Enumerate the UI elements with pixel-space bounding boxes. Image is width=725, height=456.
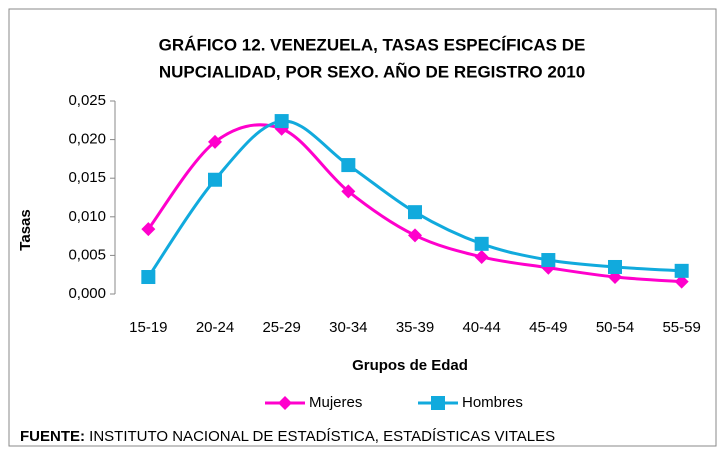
legend-marker bbox=[431, 396, 445, 410]
x-tick-label: 20-24 bbox=[196, 319, 234, 336]
data-point bbox=[208, 172, 222, 187]
x-tick-label: 15-19 bbox=[129, 319, 167, 336]
y-tick-label: 0,020 bbox=[68, 131, 106, 148]
data-point bbox=[341, 158, 356, 173]
data-point bbox=[208, 134, 222, 149]
y-tick-label: 0,015 bbox=[68, 169, 106, 186]
y-axis-title: Tasas bbox=[17, 209, 34, 250]
x-tick-label: 40-44 bbox=[462, 319, 500, 336]
y-tick-label: 0,010 bbox=[68, 208, 106, 225]
legend-label: Hombres bbox=[462, 394, 523, 411]
x-tick-label: 50-54 bbox=[596, 319, 634, 336]
data-point bbox=[274, 121, 289, 136]
data-point bbox=[541, 253, 556, 268]
chart-title: NUPCIALIDAD, POR SEXO. AÑO DE REGISTRO 2… bbox=[159, 61, 585, 81]
data-point bbox=[408, 205, 422, 220]
x-tick-label: 45-49 bbox=[529, 319, 567, 336]
y-tick-label: 0,005 bbox=[68, 246, 106, 263]
data-point bbox=[674, 263, 689, 278]
chart-title: GRÁFICO 12. VENEZUELA, TASAS ESPECÍFICAS… bbox=[159, 35, 586, 54]
data-point bbox=[674, 274, 689, 289]
x-tick-label: 35-39 bbox=[396, 319, 434, 336]
data-point bbox=[141, 222, 156, 237]
chart-frame bbox=[8, 8, 717, 447]
data-point bbox=[341, 184, 356, 199]
legend-marker bbox=[278, 396, 292, 410]
series-line bbox=[147, 119, 682, 278]
y-tick-label: 0,000 bbox=[68, 285, 106, 302]
source: FUENTE: INSTITUTO NACIONAL DE ESTADÍSTIC… bbox=[20, 428, 555, 445]
data-point bbox=[474, 236, 489, 251]
x-tick-label: 55-59 bbox=[662, 319, 700, 336]
legend-label: Mujeres bbox=[309, 394, 362, 411]
data-point bbox=[408, 228, 422, 243]
source-label: FUENTE: bbox=[20, 428, 85, 445]
data-point bbox=[141, 270, 156, 285]
data-point bbox=[608, 259, 622, 274]
data-point bbox=[274, 114, 289, 129]
x-tick-label: 25-29 bbox=[262, 319, 300, 336]
x-tick-label: 30-34 bbox=[329, 319, 367, 336]
y-tick-label: 0,025 bbox=[68, 92, 106, 109]
source-text: INSTITUTO NACIONAL DE ESTADÍSTICA, ESTAD… bbox=[89, 428, 555, 445]
data-point bbox=[474, 249, 489, 264]
x-axis-title: Grupos de Edad bbox=[352, 357, 468, 374]
